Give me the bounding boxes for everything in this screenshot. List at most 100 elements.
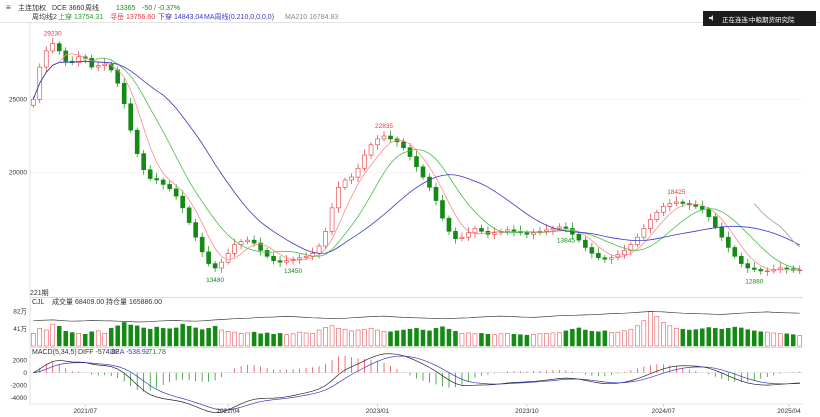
extreme-price-label: 18425 bbox=[667, 189, 685, 196]
candle-body bbox=[777, 267, 783, 270]
candle-body bbox=[173, 188, 179, 197]
volume-bar bbox=[95, 330, 101, 347]
volume-bar bbox=[563, 330, 569, 347]
indicator-name[interactable]: 周均线2 bbox=[32, 14, 57, 21]
volume-bar bbox=[362, 328, 367, 347]
volume-bar bbox=[336, 328, 341, 347]
candle-body bbox=[258, 242, 263, 251]
volume-bar bbox=[459, 333, 465, 347]
candle-body bbox=[225, 253, 231, 263]
volume-bar bbox=[648, 311, 653, 347]
macd-diff-line bbox=[33, 353, 800, 414]
candle-body bbox=[628, 244, 634, 251]
volume-bar bbox=[186, 325, 192, 347]
volume-bar bbox=[225, 331, 231, 347]
volume-bar bbox=[43, 329, 49, 347]
candle-body bbox=[648, 219, 653, 229]
candle-body bbox=[589, 247, 595, 254]
volume-bar bbox=[277, 333, 283, 347]
volume-bar bbox=[89, 331, 94, 347]
candle-body bbox=[284, 260, 289, 263]
volume-bar bbox=[329, 325, 335, 347]
volume-bar bbox=[245, 332, 250, 347]
period-selector[interactable]: 周线 bbox=[85, 5, 99, 12]
volume-bar bbox=[472, 333, 478, 347]
volume-bar bbox=[219, 329, 224, 347]
x-tick-label: 2024/07 bbox=[652, 408, 676, 415]
volume-bar bbox=[654, 316, 660, 347]
candle-body bbox=[362, 154, 367, 169]
candle-body bbox=[706, 209, 712, 217]
candle-body bbox=[401, 141, 406, 149]
ma10-line bbox=[32, 57, 800, 270]
extreme-price-label: 29230 bbox=[44, 31, 62, 38]
volume-bar bbox=[375, 329, 380, 347]
volume-value: 成交量 68409.00 bbox=[52, 299, 105, 306]
candle-body bbox=[420, 166, 426, 178]
volume-bar bbox=[615, 331, 621, 347]
volume-bar bbox=[790, 334, 796, 347]
extreme-price-label: 22835 bbox=[375, 123, 393, 130]
candle-body bbox=[160, 179, 166, 185]
menu-icon[interactable]: ≡ bbox=[6, 3, 11, 12]
candle-body bbox=[277, 260, 283, 263]
candle-body bbox=[355, 167, 361, 178]
volume-bar bbox=[310, 333, 315, 347]
volume-bar bbox=[589, 331, 595, 347]
volume-divider bbox=[30, 297, 803, 298]
candle-body bbox=[134, 129, 140, 154]
candle-body bbox=[602, 257, 608, 260]
candle-body bbox=[583, 239, 588, 248]
candle-body bbox=[544, 229, 549, 232]
candle-body bbox=[563, 226, 569, 229]
volume-bar bbox=[420, 329, 426, 347]
volume-bar bbox=[167, 328, 172, 347]
macd-dea-line bbox=[33, 355, 800, 411]
candles bbox=[30, 37, 803, 276]
volume-bar bbox=[674, 328, 679, 347]
candle-body bbox=[725, 236, 731, 248]
candle-body bbox=[238, 241, 244, 245]
volume-bar bbox=[479, 333, 484, 347]
candle-body bbox=[531, 232, 536, 235]
macd-indicator-name[interactable]: MACD(5,34,5) bbox=[32, 349, 77, 356]
volume-bar bbox=[628, 328, 634, 347]
volume-bar bbox=[56, 325, 62, 347]
volume-bar bbox=[485, 333, 491, 347]
volume-bar bbox=[492, 334, 497, 347]
candle-body bbox=[206, 251, 211, 264]
volume-bar bbox=[212, 325, 218, 347]
candle-body bbox=[524, 232, 530, 235]
candle-body bbox=[459, 236, 465, 239]
candle-body bbox=[427, 176, 432, 188]
extreme-price-label: 12880 bbox=[745, 278, 763, 285]
volume-bar bbox=[154, 326, 159, 347]
contract-name[interactable]: 主连加权 bbox=[18, 5, 46, 12]
volume-bar bbox=[37, 328, 43, 347]
candle-body bbox=[388, 135, 393, 140]
candle-body bbox=[102, 63, 108, 66]
ma-params: MA周线(0.210,0,0,0,0) bbox=[204, 14, 275, 21]
volume-bar bbox=[264, 332, 270, 347]
candle-body bbox=[784, 267, 790, 270]
volume-bar bbox=[544, 333, 549, 347]
ma210-line bbox=[753, 203, 801, 248]
volume-bar bbox=[583, 329, 588, 347]
candle-body bbox=[375, 138, 380, 146]
symbol-code: DCE 3660 bbox=[52, 5, 85, 12]
volume-bar bbox=[784, 333, 790, 347]
volume-bar bbox=[531, 333, 536, 347]
candle-body bbox=[745, 263, 751, 269]
extreme-price-label: 13480 bbox=[206, 277, 224, 284]
notice-banner[interactable]: 正在连连: 中粮期货研究院 bbox=[703, 11, 816, 26]
price-tick-label: 20000 bbox=[9, 170, 27, 177]
volume-bar bbox=[303, 332, 309, 347]
volume-bar bbox=[290, 333, 296, 347]
volume-bar bbox=[739, 327, 744, 347]
candle-body bbox=[472, 228, 478, 234]
macd-diff: DIFF -574.82 bbox=[78, 349, 120, 356]
count-label: 221期 bbox=[30, 290, 49, 297]
volume-indicator-name[interactable]: CJL bbox=[32, 299, 45, 306]
volume-bar bbox=[537, 333, 543, 347]
